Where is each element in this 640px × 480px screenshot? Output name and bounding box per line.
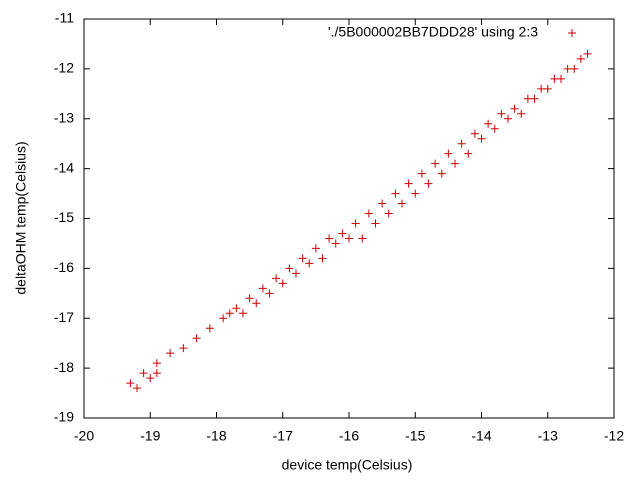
point — [146, 374, 155, 383]
point — [364, 209, 373, 218]
y-tick-label: -19 — [54, 409, 74, 425]
point — [583, 49, 592, 58]
point — [451, 159, 459, 168]
x-tick-label: -20 — [74, 428, 94, 444]
point — [272, 274, 281, 283]
legend-marker — [568, 29, 576, 37]
plot-frame — [83, 18, 615, 419]
y-tick-label: -16 — [54, 259, 74, 275]
y-axis-label: deltaOHM temp(Celsius) — [13, 141, 29, 294]
point — [371, 219, 380, 228]
point — [219, 314, 228, 323]
y-tick-label: -13 — [54, 109, 74, 125]
point — [444, 149, 453, 158]
x-tick-label: -16 — [339, 428, 359, 444]
x-axis-label: device temp(Celsius) — [282, 457, 413, 473]
point — [477, 134, 486, 143]
point — [245, 294, 254, 303]
point — [470, 129, 479, 138]
point — [205, 324, 214, 333]
point — [510, 104, 519, 113]
point — [292, 269, 300, 278]
y-tick-label: -11 — [55, 10, 74, 26]
point — [504, 114, 512, 123]
point — [325, 234, 334, 243]
y-tick-label: -15 — [54, 209, 74, 225]
point — [133, 384, 141, 393]
y-tick-label: -14 — [54, 159, 74, 175]
point — [530, 94, 539, 103]
point — [252, 299, 261, 308]
point — [239, 309, 247, 318]
point — [411, 189, 420, 198]
point — [179, 344, 188, 353]
x-tick-label: -12 — [604, 428, 624, 444]
point — [152, 359, 161, 368]
point — [404, 179, 413, 188]
point — [490, 124, 499, 133]
y-tick-label: -18 — [54, 359, 74, 375]
x-tick-label: -19 — [140, 428, 160, 444]
point — [351, 219, 360, 228]
point — [152, 369, 161, 378]
point — [285, 264, 294, 273]
point — [338, 229, 347, 238]
point — [298, 254, 307, 263]
point — [305, 259, 314, 268]
point — [232, 304, 241, 313]
point — [318, 254, 327, 263]
point — [331, 239, 340, 248]
x-tick-label: -14 — [471, 428, 491, 444]
point — [557, 74, 565, 83]
point — [358, 234, 367, 243]
point — [464, 149, 473, 158]
point — [384, 209, 393, 218]
point — [484, 119, 493, 128]
point — [417, 169, 426, 178]
point — [398, 199, 406, 208]
point — [570, 64, 579, 73]
point — [424, 179, 433, 188]
point — [258, 284, 267, 293]
point — [437, 169, 446, 178]
x-tick-label: -13 — [538, 428, 558, 444]
point — [192, 334, 201, 343]
point — [391, 189, 400, 198]
point — [139, 369, 148, 378]
point — [543, 84, 552, 93]
point — [126, 379, 135, 388]
point — [378, 199, 387, 208]
x-tick-label: -17 — [273, 428, 293, 444]
point — [497, 109, 506, 118]
y-tick-label: -17 — [54, 309, 74, 325]
point — [431, 159, 440, 168]
point — [345, 234, 353, 243]
x-tick-label: -18 — [206, 428, 226, 444]
point — [457, 139, 466, 148]
y-tick-label: -12 — [54, 60, 74, 76]
point — [311, 244, 320, 253]
point — [225, 309, 234, 318]
point — [265, 289, 274, 298]
legend-label: './5B000002BB7DDD28' using 2:3 — [328, 24, 538, 40]
point — [517, 109, 526, 118]
point — [166, 349, 175, 358]
point — [576, 54, 585, 63]
x-tick-label: -15 — [405, 428, 425, 444]
point — [278, 279, 287, 288]
